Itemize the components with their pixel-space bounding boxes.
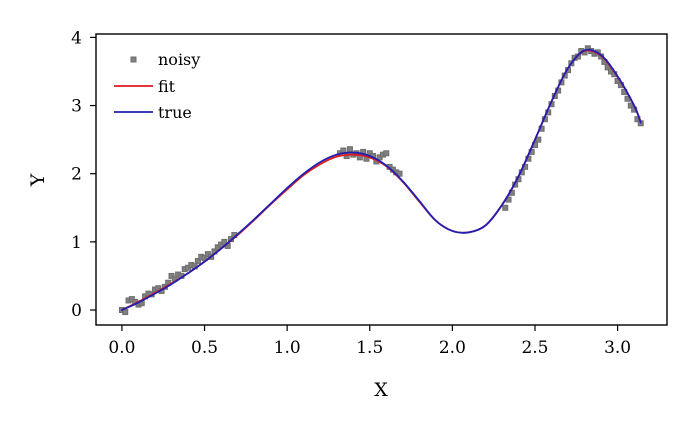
y-tick-label: 1 [71,233,82,253]
legend-marker-noisy [130,56,137,63]
legend-entry-noisy: noisy [130,50,200,69]
x-tick-label: 2.5 [521,338,548,358]
x-axis-label: X [374,379,388,401]
y-tick-label: 3 [71,97,82,117]
x-axis-ticks: 0.0 0.5 1.0 1.5 2.0 2.5 3.0 [108,325,631,358]
y-axis-ticks: 0 1 2 3 4 [71,28,96,321]
noisy-point [122,309,129,316]
noisy-point [383,150,390,157]
legend-label-true: true [158,103,192,122]
noisy-point [194,257,201,264]
plot-frame [95,33,668,326]
noisy-point [502,204,509,211]
x-tick-label: 0.0 [108,338,135,358]
legend: noisy fit true [114,50,200,122]
y-tick-label: 4 [71,28,82,48]
legend-entry-fit: fit [114,77,176,96]
legend-entry-true: true [114,103,192,122]
plot-data-layer [118,45,644,316]
noisy-point [346,146,353,153]
y-tick-label: 2 [71,165,82,185]
x-tick-label: 1.0 [274,338,301,358]
x-tick-label: 2.0 [439,338,466,358]
x-tick-label: 0.5 [191,338,218,358]
legend-label-noisy: noisy [158,50,200,69]
y-axis-label: Y [27,173,49,187]
legend-label-fit: fit [158,77,176,96]
x-tick-label: 3.0 [604,338,631,358]
noisy-point [396,170,403,177]
true-line [121,48,642,311]
y-tick-label: 0 [71,301,82,321]
noisy-point [221,238,228,245]
x-tick-label: 1.5 [356,338,383,358]
